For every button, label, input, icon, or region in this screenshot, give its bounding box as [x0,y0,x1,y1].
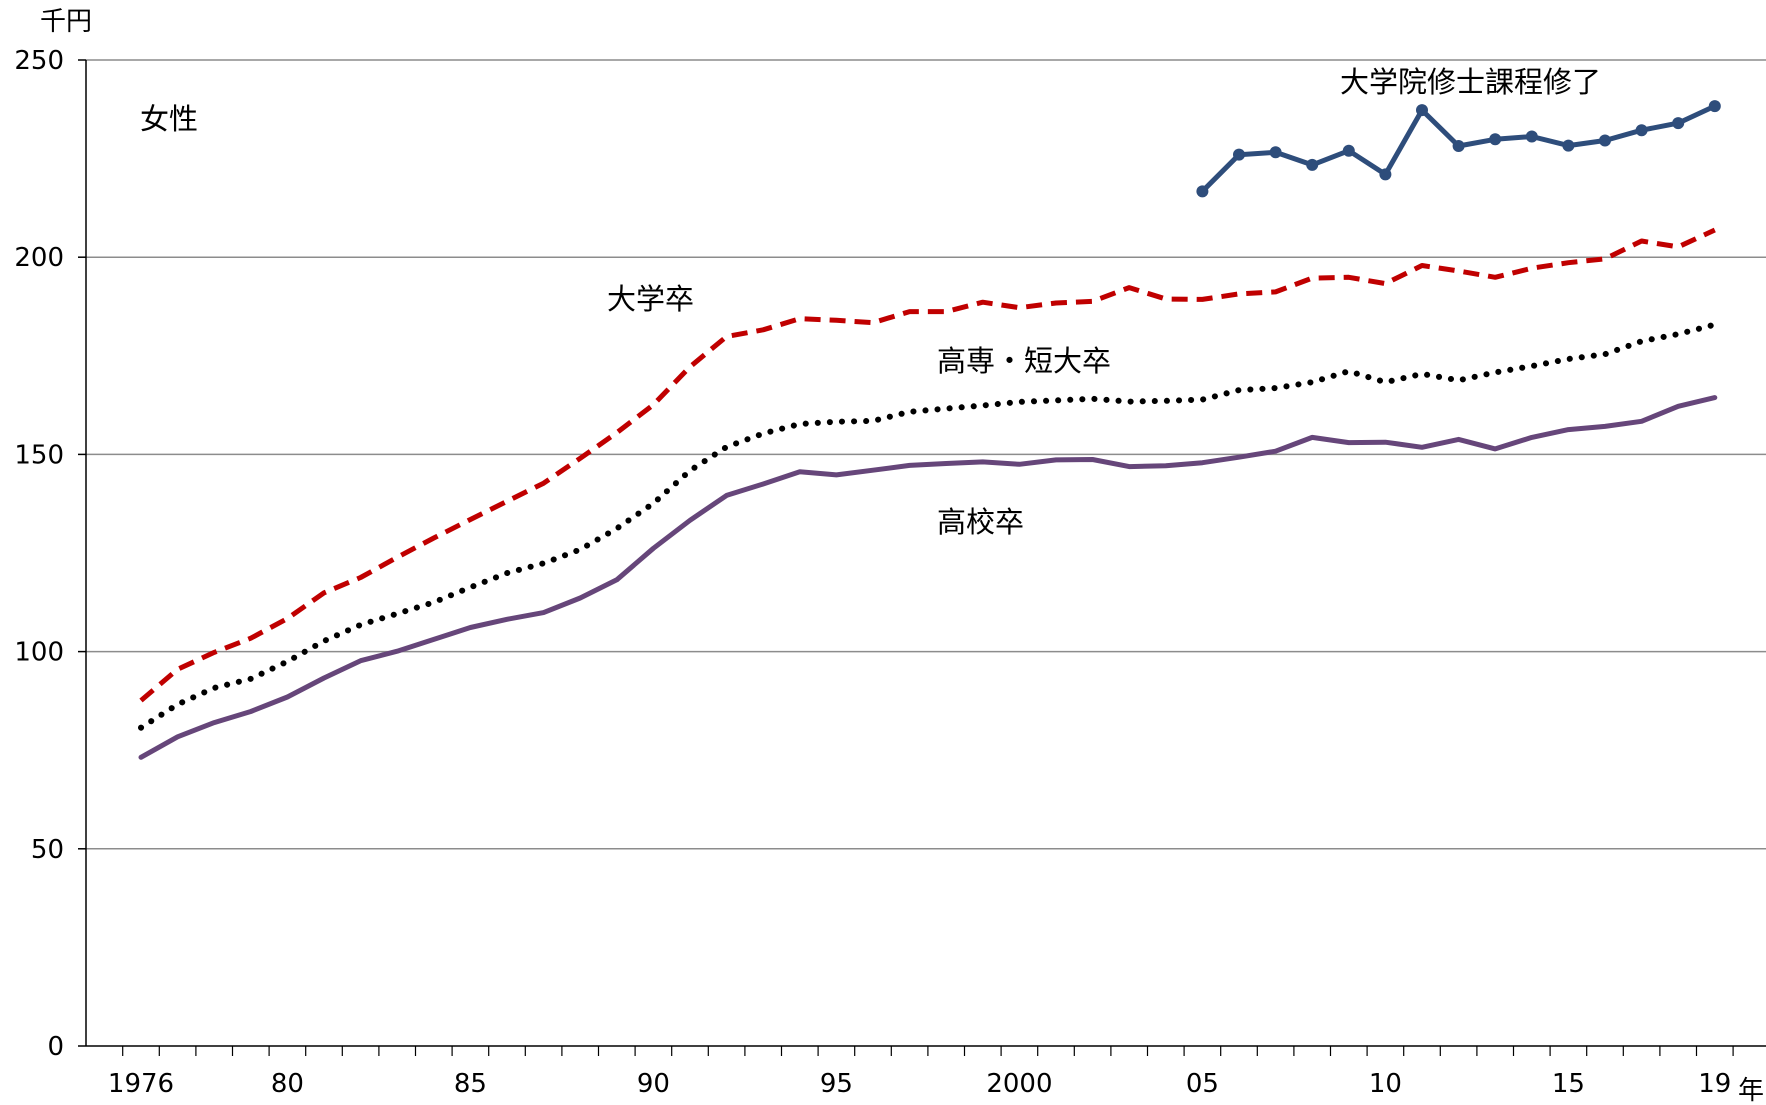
y-tick-label-250: 250 [14,46,64,76]
series-0-point-2007 [1269,146,1282,159]
series-0-point-2011 [1416,104,1428,117]
x-tick-label-2019: 19 [1698,1069,1731,1099]
series-0-point-2008 [1306,158,1319,171]
y-tick-label-200: 200 [14,243,64,273]
series-0-point-2012 [1452,139,1465,152]
y-tick-label-50: 50 [31,835,64,865]
series-0-point-2014 [1525,130,1538,143]
y-tick-label-150: 150 [14,440,64,470]
series-0-point-2013 [1489,133,1502,146]
series-0-point-2019 [1708,100,1721,113]
series-0-point-2018 [1672,117,1685,130]
series-label-masters: 大学院修士課程修了 [1340,65,1601,99]
series-line-2 [138,321,1718,731]
series-0-point-2006 [1233,148,1245,161]
x-tick-label-1980: 80 [271,1069,304,1099]
axes: 0 50 100 150 200 250 1976 80 85 90 95 2000 05 10 15 19 [14,46,1766,1099]
series-label-high-school: 高校卒 [937,505,1024,539]
series-line-1 [139,227,1716,703]
series-label-university: 大学卒 [607,282,694,316]
series-0-point-2016 [1599,134,1611,147]
x-tick-label-2015: 15 [1552,1069,1585,1099]
y-tick-label-0: 0 [47,1032,64,1062]
x-tick-label-1985: 85 [454,1069,487,1099]
x-unit-label: 年 [1738,1076,1764,1105]
x-tick-label-1995: 95 [820,1069,853,1099]
x-tick-label-1976: 1976 [108,1069,174,1099]
y-unit-label: 千円 [40,7,92,37]
series-0-point-2009 [1342,144,1355,157]
x-tick-label-2005: 05 [1186,1069,1219,1099]
series-label-junior-college: 高専・短大卒 [937,344,1111,378]
series-0-point-2005 [1196,185,1209,198]
y-tick-label-100: 100 [14,638,64,668]
series-lines [138,100,1721,760]
gridlines [86,59,1766,850]
series-0-point-2015 [1562,139,1575,152]
series-0-point-2017 [1635,124,1648,137]
x-tick-label-1990: 90 [637,1069,670,1099]
panel-label-female: 女性 [140,102,198,136]
series-line-3 [138,395,1718,760]
x-tick-label-2000: 2000 [986,1069,1052,1099]
x-tick-label-2010: 10 [1369,1069,1402,1099]
series-0-point-2010 [1379,168,1392,181]
